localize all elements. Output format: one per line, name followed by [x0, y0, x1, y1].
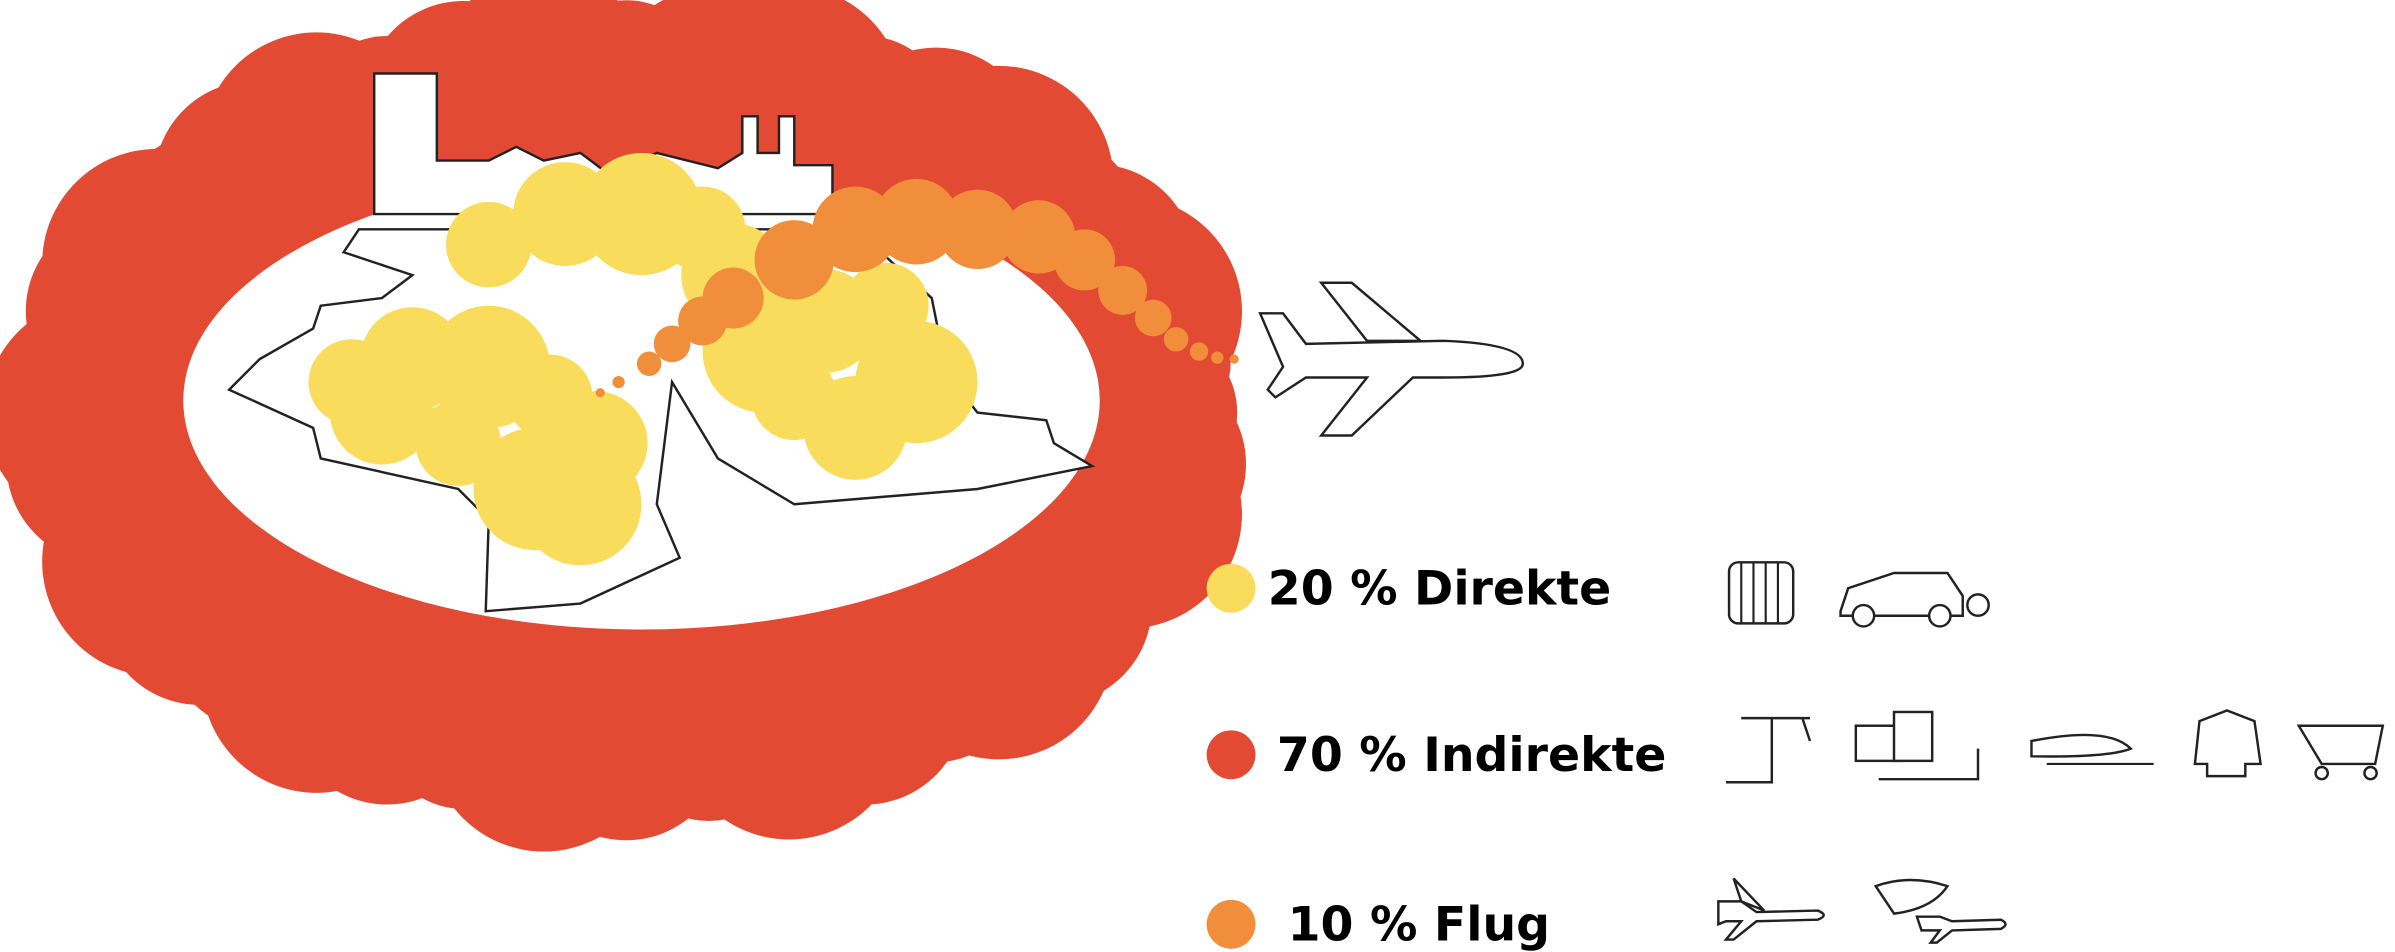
puff — [595, 388, 605, 398]
legend-label: 20 % Direkte — [1268, 561, 1612, 616]
yellow-clouds — [308, 152, 978, 566]
puff — [519, 443, 642, 566]
legend-label: 70 % Indirekte — [1277, 728, 1666, 783]
plane — [1258, 281, 1525, 437]
puff — [873, 178, 960, 265]
puff — [329, 360, 434, 465]
puff — [636, 351, 662, 376]
puff — [415, 400, 501, 486]
puff — [1134, 299, 1172, 337]
legend-dot — [1206, 730, 1256, 780]
puff — [1189, 342, 1209, 361]
puff — [1211, 351, 1224, 364]
puff — [612, 375, 625, 389]
red-cloud-ring — [0, 0, 1246, 852]
puff — [1098, 265, 1148, 315]
puff — [446, 201, 532, 288]
legend-dot — [1206, 899, 1256, 949]
orange-trail — [595, 178, 1239, 398]
legend: 20 % Direkte 70 % Indirekte 10 % Flug — [1206, 561, 1666, 952]
puff — [1229, 354, 1239, 364]
puff — [702, 267, 764, 329]
puff — [1062, 277, 1231, 446]
legend-label: 10 % Flug — [1288, 897, 1550, 952]
puff — [1163, 327, 1189, 352]
puff — [937, 189, 1018, 270]
puff — [1053, 229, 1116, 291]
icons — [1717, 561, 2385, 944]
skyline — [372, 72, 834, 216]
legend-dot — [1206, 563, 1256, 613]
puff — [653, 325, 691, 363]
puff — [855, 320, 978, 444]
